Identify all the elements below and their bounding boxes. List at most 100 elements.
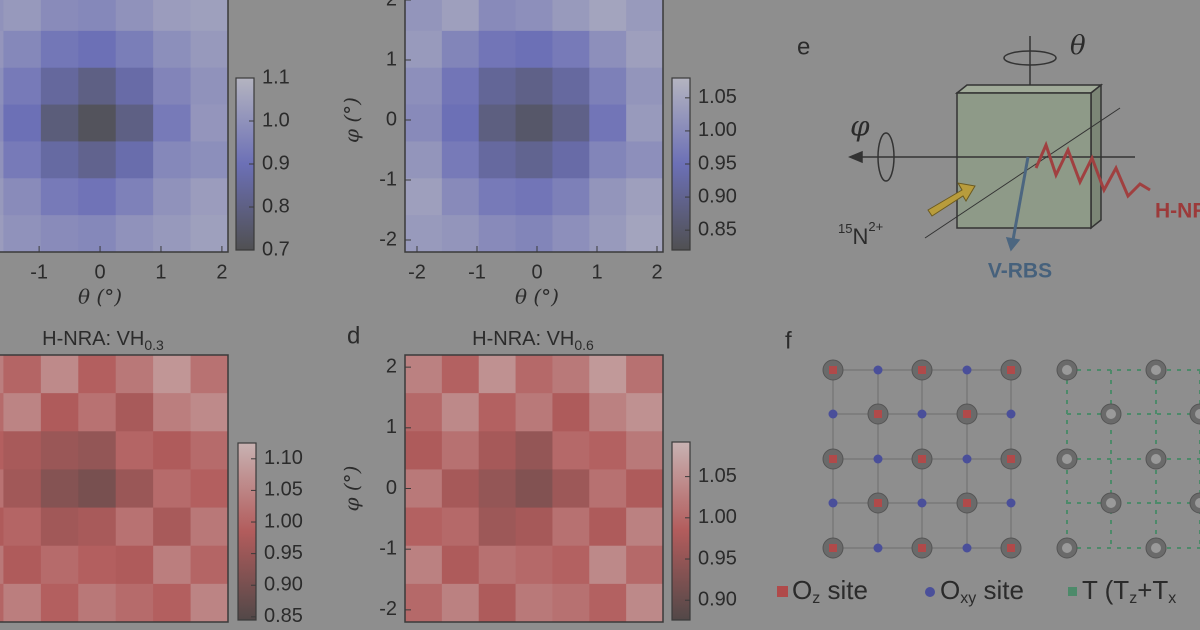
oxy-site <box>962 543 972 553</box>
heatmap-cell <box>0 30 4 69</box>
heatmap-cell <box>589 178 627 216</box>
heatmap-cell <box>626 67 664 106</box>
heatmap-cell <box>515 215 553 253</box>
heatmap-cell <box>478 545 517 585</box>
legend-text: T (T <box>1082 575 1129 605</box>
v-atom-core <box>1195 409 1200 419</box>
beam-charge: 2+ <box>868 219 883 234</box>
y-tick-label: -2 <box>379 228 397 250</box>
oz-site <box>829 366 837 374</box>
legend-text: O <box>792 575 812 605</box>
heatmap-cell <box>153 431 192 470</box>
oxy-site <box>917 409 927 419</box>
heatmap-cell <box>515 141 553 179</box>
heatmap-cell <box>0 355 4 394</box>
colorbar-tick-label: 0.9 <box>262 152 290 174</box>
colorbar-tick-label: 1.00 <box>698 506 737 528</box>
colorbar-tick-label: 1.05 <box>698 465 737 487</box>
heatmap-cell <box>441 178 480 216</box>
heatmap-cell <box>0 393 4 432</box>
colorbar-tick-label: 1.05 <box>698 86 737 108</box>
legend-entry: Oxy site <box>940 575 1024 607</box>
legend-sub: x <box>1168 590 1176 607</box>
heatmap-cell <box>552 507 590 547</box>
heatmap-cell <box>78 393 117 432</box>
oz-site <box>963 410 971 418</box>
heatmap-cell <box>626 178 664 216</box>
x-axis-label: θ (°) <box>78 285 122 309</box>
heatmap-cell <box>589 141 627 179</box>
heatmap-cell <box>3 431 42 470</box>
heatmap-cell <box>405 67 443 106</box>
heatmap-cell <box>78 355 117 394</box>
heatmap-cell <box>153 141 192 179</box>
oxy-site <box>873 365 883 375</box>
heatmap-cell <box>478 393 517 432</box>
heatmap-cell <box>441 141 480 179</box>
heatmap-cell <box>3 30 42 69</box>
heatmap-cell <box>441 30 480 69</box>
heatmap-cell <box>626 141 664 179</box>
panel-title: H-NRA: VH0.3 <box>42 328 164 352</box>
t-key <box>1068 587 1077 596</box>
heatmap-cell <box>40 178 79 216</box>
crystal-top <box>954 84 1104 94</box>
x-tick-label: 0 <box>94 261 105 283</box>
v-atom-core <box>1062 454 1072 464</box>
heatmap-cell <box>78 583 117 623</box>
heatmap-cell <box>515 431 553 470</box>
beam-label: 15N2+ <box>838 219 883 248</box>
heatmap-cell <box>153 583 192 623</box>
heatmap-cell <box>552 545 590 585</box>
heatmap-cell <box>153 393 192 432</box>
rbs-arrow <box>1011 156 1030 241</box>
oxy-site <box>873 454 883 464</box>
heatmap-cell <box>190 507 229 547</box>
legend-sub: z <box>812 590 820 607</box>
oxy-site <box>1006 409 1016 419</box>
heatmap-cell <box>115 178 154 216</box>
heatmap-cell <box>478 178 517 216</box>
heatmap-cell <box>78 469 117 509</box>
heatmap-cell <box>3 104 42 142</box>
heatmap-panel: -2 -1 0 1 2 φ (°) H-NRA: VH0.6 d 0.90 0.95 1.00 1.0… <box>340 322 737 623</box>
legend-text: site <box>976 575 1024 605</box>
heatmap-cell <box>115 67 154 106</box>
heatmap-cell <box>589 583 627 623</box>
heatmap-cell <box>515 355 553 394</box>
oz-site <box>918 455 926 463</box>
heatmap-cell <box>40 30 79 69</box>
oz-site <box>1007 366 1015 374</box>
legend-sub: xy <box>960 590 976 607</box>
heatmap-cell <box>626 545 664 585</box>
heatmap-cell <box>0 545 4 585</box>
x-tick-label: 1 <box>155 261 166 283</box>
heatmap-cell <box>552 0 590 32</box>
heatmap-cell <box>0 178 4 216</box>
heatmap-cell <box>40 104 79 142</box>
y-tick-label: 0 <box>386 108 397 130</box>
arrowhead <box>1005 237 1021 252</box>
x-tick-label: 0 <box>531 261 542 283</box>
heatmap-cell <box>78 30 117 69</box>
nra-wave <box>1034 140 1151 199</box>
legend-text: O <box>940 575 960 605</box>
heatmap-cell <box>78 0 117 32</box>
heatmap-cell <box>153 545 192 585</box>
heatmap-cell <box>115 30 154 69</box>
heatmap-cell <box>441 104 480 142</box>
heatmap-cell <box>40 67 79 106</box>
heatmap-cell <box>115 393 154 432</box>
colorbar-tick-label: 0.95 <box>264 542 303 564</box>
heatmap-cell <box>626 507 664 547</box>
oz-site <box>829 455 837 463</box>
heatmap-cell <box>589 67 627 106</box>
title-sub: 0.6 <box>574 337 594 353</box>
heatmap-cell <box>190 469 229 509</box>
heatmap-cell <box>552 583 590 623</box>
heatmap-cell <box>40 545 79 585</box>
v-atom-core <box>1106 498 1116 508</box>
heatmap-cell <box>190 104 229 142</box>
v-atom-core <box>1151 454 1161 464</box>
heatmap-cell <box>153 178 192 216</box>
